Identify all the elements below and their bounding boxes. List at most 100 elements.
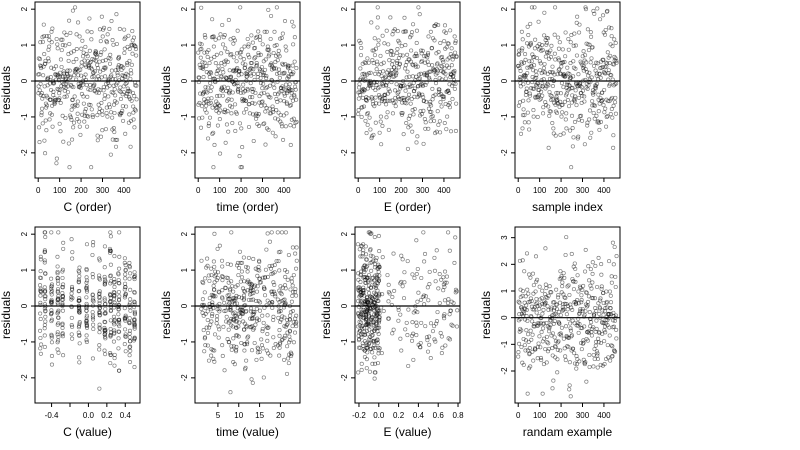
data-point: [366, 110, 371, 116]
data-point: [595, 81, 600, 86]
data-point: [111, 83, 116, 88]
data-point: [251, 67, 256, 72]
data-point: [555, 340, 560, 345]
data-point: [215, 68, 220, 74]
data-point: [377, 273, 382, 278]
data-point: [596, 109, 601, 114]
data-point: [403, 66, 408, 71]
data-point: [217, 93, 222, 98]
data-point: [432, 38, 437, 43]
data-point: [294, 293, 299, 298]
data-point: [58, 87, 63, 92]
data-point: [76, 277, 81, 282]
data-point: [61, 69, 66, 74]
y-tick-label: -1: [340, 338, 349, 346]
data-point: [613, 313, 618, 318]
data-point: [49, 112, 54, 117]
data-point: [521, 362, 526, 367]
data-point: [550, 353, 555, 358]
data-point: [613, 40, 618, 46]
data-point: [370, 350, 375, 355]
data-point: [242, 110, 247, 115]
data-point: [71, 125, 76, 130]
data-point: [430, 63, 435, 68]
data-point: [372, 290, 377, 295]
data-point: [254, 63, 259, 68]
data-point: [585, 123, 590, 128]
data-point: [229, 105, 234, 110]
data-point: [247, 280, 252, 285]
data-point: [389, 67, 394, 72]
data-point: [223, 110, 228, 115]
data-point: [220, 274, 225, 279]
data-point: [599, 284, 604, 289]
data-point: [234, 263, 240, 268]
data-point: [43, 151, 48, 156]
data-point: [213, 294, 218, 299]
data-point: [244, 358, 249, 363]
data-point: [614, 58, 619, 63]
data-point: [612, 37, 617, 42]
data-point: [445, 301, 451, 306]
data-point: [387, 89, 392, 94]
data-point: [582, 362, 587, 367]
data-point: [202, 349, 207, 354]
data-point: [284, 48, 289, 53]
data-point: [539, 302, 545, 307]
data-point: [220, 274, 225, 279]
data-point: [108, 279, 113, 284]
data-point: [554, 110, 560, 116]
data-point: [46, 47, 51, 52]
data-point: [262, 305, 267, 310]
data-point: [370, 333, 375, 338]
data-point: [96, 102, 101, 107]
data-point: [528, 364, 533, 369]
data-point: [54, 36, 59, 42]
data-point: [98, 69, 103, 74]
data-point: [125, 86, 130, 91]
data-point: [132, 277, 137, 282]
data-point: [585, 86, 590, 91]
data-point: [261, 81, 266, 86]
data-point: [368, 82, 373, 88]
data-point: [552, 335, 557, 340]
data-point: [94, 50, 99, 55]
data-point: [609, 106, 614, 112]
data-point: [611, 133, 616, 138]
data-point: [133, 46, 138, 52]
data-point: [255, 345, 260, 350]
data-point: [595, 284, 600, 290]
data-point: [386, 87, 391, 92]
data-point: [65, 68, 70, 73]
data-point: [36, 84, 41, 89]
data-point: [276, 67, 282, 72]
data-point: [43, 308, 48, 313]
data-point: [401, 132, 406, 137]
data-point: [125, 73, 131, 78]
data-point: [366, 230, 371, 235]
data-point: [596, 92, 601, 97]
y-tick-label: 0: [340, 303, 349, 308]
data-point: [200, 297, 205, 302]
data-point: [71, 120, 77, 125]
data-point: [373, 87, 378, 93]
data-point: [111, 314, 116, 319]
data-point: [416, 84, 421, 89]
data-point: [370, 275, 375, 280]
data-point: [368, 286, 374, 291]
data-point: [584, 290, 589, 295]
data-point: [97, 322, 102, 327]
data-point: [279, 338, 284, 343]
data-point: [291, 24, 296, 29]
data-point: [604, 289, 609, 294]
data-point: [248, 316, 253, 321]
x-tick-label: 0: [356, 186, 361, 195]
data-point: [216, 324, 221, 329]
data-point: [75, 99, 80, 104]
data-point: [248, 306, 254, 311]
data-point: [446, 65, 451, 70]
data-point: [226, 297, 231, 302]
data-point: [128, 76, 133, 81]
data-point: [385, 98, 390, 103]
data-point: [278, 113, 283, 118]
